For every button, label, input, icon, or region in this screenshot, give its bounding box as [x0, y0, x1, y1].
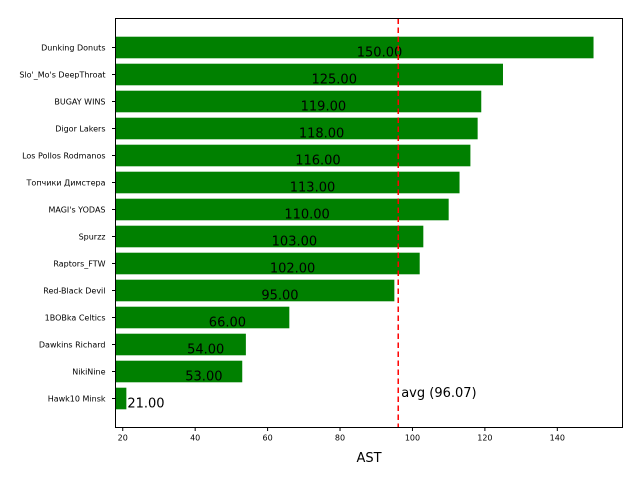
y-tick-label: Los Pollos Rodmanos	[22, 152, 105, 161]
bar	[115, 306, 290, 329]
y-tick-label: BUGAY WINS	[54, 98, 105, 107]
y-tick-label: Dunking Donuts	[41, 44, 105, 53]
bar	[115, 279, 395, 302]
x-axis-label: AST	[356, 451, 381, 466]
data-label: 21.00	[127, 397, 164, 412]
bar	[115, 252, 420, 275]
bars-layer	[115, 36, 594, 410]
y-tick-label: Slo'_Mo's DeepThroat	[19, 71, 105, 80]
data-label: 110.00	[284, 208, 330, 223]
bar	[115, 360, 243, 383]
data-label: 125.00	[311, 73, 357, 88]
y-tick-label: Red-Black Devil	[43, 287, 105, 296]
y-tick-label: Digor Lakers	[55, 125, 105, 134]
y-tick-label: Топчики Димстера	[26, 179, 106, 188]
x-tick-label: 20	[118, 434, 128, 443]
bar	[115, 171, 460, 194]
bar	[115, 387, 127, 410]
data-label: 102.00	[270, 262, 316, 277]
data-label: 54.00	[187, 343, 224, 358]
bar	[115, 225, 424, 248]
bar	[115, 333, 246, 356]
y-tick-label: Raptors_FTW	[53, 260, 105, 269]
y-tick-label: MAGI's YODAS	[48, 206, 105, 215]
bar	[115, 36, 594, 59]
bar	[115, 144, 471, 167]
y-axis-ticks: Dunking Donuts Slo'_Mo's DeepThroat BUGAY …	[19, 44, 116, 404]
data-label: 119.00	[301, 100, 347, 115]
bar	[115, 117, 478, 140]
x-tick-label: 100	[405, 434, 420, 443]
y-tick-label: 1BOBka Celtics	[45, 314, 106, 323]
data-label: 66.00	[209, 316, 246, 331]
x-tick-label: 40	[190, 434, 200, 443]
x-tick-label: 60	[263, 434, 273, 443]
data-label: 95.00	[261, 289, 298, 304]
average-line-group: avg (96.07)	[397, 18, 477, 428]
x-tick-label: 140	[550, 434, 565, 443]
plot-frame	[115, 18, 623, 428]
data-label: 150.00	[357, 46, 403, 61]
x-axis-ticks: 20 40 60 80 100 120 140	[118, 427, 565, 443]
y-tick-label: Dawkins Richard	[39, 341, 106, 350]
x-tick-label: 120	[477, 434, 492, 443]
data-label: 118.00	[299, 127, 345, 142]
data-label: 113.00	[290, 181, 336, 196]
y-tick-label: Spurzz	[79, 233, 106, 242]
data-label: 53.00	[185, 370, 222, 385]
data-label: 103.00	[272, 235, 318, 250]
data-label: 116.00	[295, 154, 341, 169]
y-tick-label: NikiNine	[72, 368, 105, 377]
y-tick-label: Hawk10 Minsk	[48, 395, 106, 404]
x-tick-label: 80	[335, 434, 345, 443]
bar	[115, 90, 482, 113]
average-label: avg (96.07)	[401, 386, 476, 401]
bar	[115, 63, 503, 86]
bar	[115, 198, 449, 221]
